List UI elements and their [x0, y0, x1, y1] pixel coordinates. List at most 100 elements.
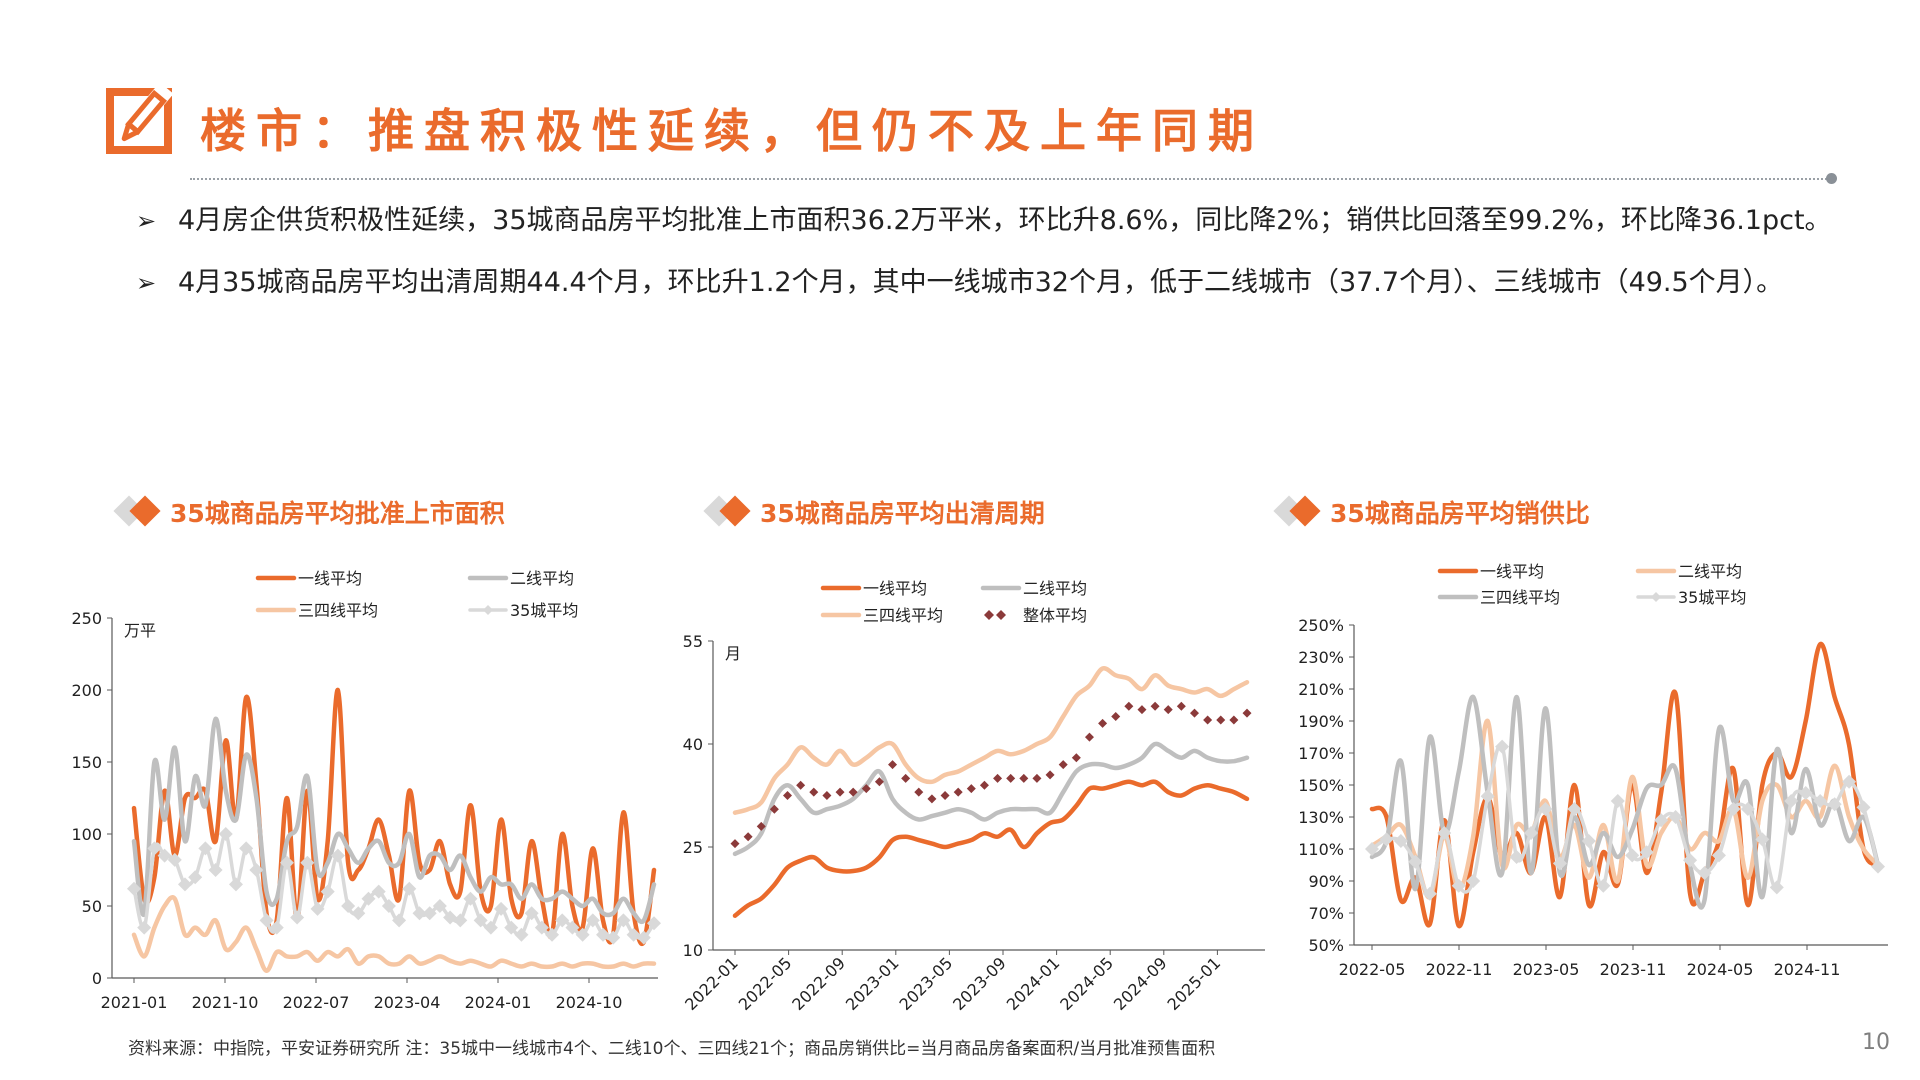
- series-line: [732, 666, 1250, 815]
- page-title: 楼市：推盘积极性延续，但仍不及上年同期: [200, 104, 1264, 158]
- y-tick-label: 190%: [1298, 712, 1344, 731]
- data-point: [1827, 797, 1842, 812]
- legend-item: 一线平均: [820, 579, 927, 598]
- legend-label: 35城平均: [510, 601, 578, 620]
- data-point: [1071, 753, 1081, 763]
- bullet-text: 4月35城商品房平均出清周期44.4个月，环比升1.2个月，其中一线城市32个月…: [178, 267, 1784, 298]
- data-point: [953, 787, 963, 797]
- y-tick-label: 230%: [1298, 648, 1344, 667]
- data-point: [1784, 794, 1799, 808]
- data-point: [1581, 834, 1596, 848]
- unit-label: 万平: [124, 621, 156, 640]
- data-point: [848, 787, 858, 797]
- chart-3-title: 35城商品房平均销供比: [1330, 499, 1590, 528]
- data-point: [422, 906, 437, 921]
- legend-item: 二线平均: [1635, 562, 1742, 581]
- data-point: [310, 901, 325, 916]
- legend-item: 二线平均: [980, 579, 1087, 598]
- y-tick-label: 0: [92, 969, 102, 988]
- data-point: [555, 913, 570, 928]
- data-point: [1639, 845, 1654, 860]
- data-point: [1567, 802, 1582, 816]
- bullet-list: ➢ 4月房企供货积极性延续，35城商品房平均批准上市面积36.2万平米，环比升8…: [132, 196, 1832, 320]
- data-point: [1124, 701, 1134, 711]
- x-tick-label: 2021-01: [101, 993, 168, 1012]
- x-tick-label: 2022-09: [788, 953, 849, 1014]
- legend-marker: [1651, 592, 1661, 602]
- data-point: [835, 787, 845, 797]
- data-point: [993, 773, 1003, 783]
- data-point: [616, 913, 631, 928]
- legend-item: 三四线平均: [1437, 588, 1560, 607]
- chart-approved-area: 250 200 150 100 50 0 万平 2021-01 2021-10 2022-07 20…: [71, 569, 661, 1012]
- legend-label: 二线平均: [1678, 562, 1742, 581]
- series-line: [732, 741, 1250, 857]
- data-point: [1769, 880, 1784, 895]
- data-point: [1610, 794, 1625, 808]
- bullet-text: 4月房企供货积极性延续，35城商品房平均批准上市面积36.2万平米，环比升8.6…: [178, 205, 1832, 236]
- data-point: [1203, 715, 1213, 725]
- x-tick-label: 2023-05: [896, 953, 957, 1014]
- series-line: [131, 687, 657, 946]
- data-point: [514, 927, 529, 942]
- x-tick-label: 2024-05: [1687, 960, 1754, 979]
- data-point: [259, 913, 274, 928]
- legend-item: 三四线平均: [255, 601, 378, 620]
- y-tick-label: 10: [683, 941, 703, 960]
- data-point: [1137, 705, 1147, 715]
- y-tick-label: 90%: [1308, 872, 1344, 891]
- data-point: [756, 821, 766, 831]
- data-point: [901, 773, 911, 783]
- data-point: [1798, 786, 1813, 800]
- data-point: [966, 784, 976, 794]
- x-tick-label: 2024-01: [1003, 953, 1064, 1014]
- x-tick-label: 2022-05: [1339, 960, 1406, 979]
- pencil-logo-icon: [106, 88, 172, 154]
- data-point: [1084, 732, 1094, 742]
- x-tick-label: 2024-09: [1110, 953, 1171, 1014]
- data-point: [743, 832, 753, 842]
- data-point: [1393, 834, 1408, 848]
- data-point: [167, 852, 182, 867]
- data-point: [861, 784, 871, 794]
- data-point: [494, 901, 509, 916]
- legend-marker: [483, 605, 493, 615]
- series-line: [131, 716, 657, 925]
- data-point: [575, 927, 590, 942]
- legend-label: 一线平均: [863, 579, 927, 598]
- data-point: [1098, 718, 1108, 728]
- data-point: [914, 787, 924, 797]
- data-point: [822, 791, 832, 800]
- data-point: [1006, 773, 1016, 783]
- data-point: [1422, 886, 1437, 901]
- data-point: [147, 841, 162, 856]
- legend-label: 三四线平均: [863, 606, 943, 625]
- page-number: 10: [1862, 1030, 1890, 1055]
- legend-item: 一线平均: [255, 569, 362, 588]
- bullet-item: ➢ 4月35城商品房平均出清周期44.4个月，环比升1.2个月，其中一线城市32…: [132, 258, 1832, 308]
- data-point: [1229, 715, 1239, 725]
- legend-label: 二线平均: [510, 569, 574, 588]
- legend-label: 二线平均: [1023, 579, 1087, 598]
- x-tick-label: 2022-07: [283, 993, 350, 1012]
- data-point: [1697, 866, 1712, 880]
- y-tick-label: 110%: [1298, 840, 1344, 859]
- data-point: [1755, 832, 1770, 847]
- data-point: [1111, 712, 1121, 722]
- data-point: [1856, 800, 1871, 815]
- data-point: [1379, 832, 1394, 847]
- data-point: [1451, 878, 1466, 893]
- data-point: [392, 913, 407, 928]
- data-point: [1480, 789, 1495, 804]
- data-point: [371, 884, 386, 899]
- x-tick-label: 2023-09: [949, 953, 1010, 1014]
- data-point: [545, 927, 560, 942]
- data-point: [1150, 701, 1160, 711]
- series-line: [131, 895, 657, 974]
- data-point: [1045, 770, 1055, 780]
- chart-clearance-cycle: 55402510月2022-012022-052022-092023-01202…: [681, 579, 1265, 1014]
- series-line: [732, 779, 1250, 918]
- data-point: [269, 920, 284, 935]
- legend-marker: [984, 610, 994, 620]
- data-point: [1813, 794, 1828, 808]
